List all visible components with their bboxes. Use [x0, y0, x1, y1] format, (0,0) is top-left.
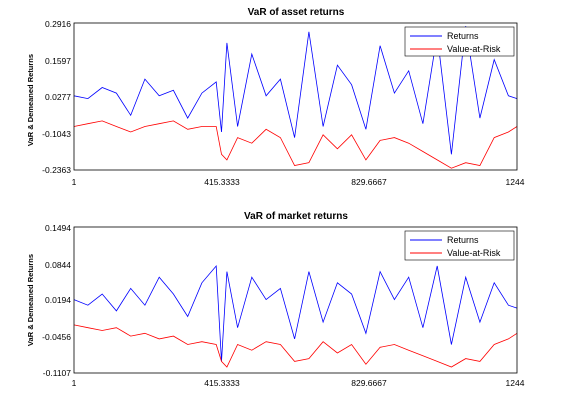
x-tick-label: 829.6667 — [351, 378, 387, 388]
x-tick-label: 415.3333 — [204, 177, 240, 187]
chart-title: VaR of market returns — [244, 211, 348, 222]
axes-frame — [73, 226, 518, 374]
plot-area — [73, 26, 518, 169]
y-axis-label: VaR & Demeaned Returns — [26, 254, 35, 346]
x-tick-label: 1 — [72, 177, 77, 187]
y-tick-label: 0.0844 — [45, 260, 71, 270]
legend-entry: Returns — [447, 31, 479, 41]
chart-title: VaR of asset returns — [248, 7, 345, 18]
y-tick-label: 0.1597 — [45, 56, 71, 66]
y-tick-label: -0.2363 — [42, 165, 71, 175]
y-axis-label: VaR & Demeaned Returns — [26, 54, 35, 146]
x-tick-label: 1244 — [506, 378, 525, 388]
x-tick-label: 1244 — [506, 177, 525, 187]
tick-labels: 0.2916 0.1597 0.0277 -0.1043 -0.2363 1 4… — [42, 19, 525, 187]
y-tick-label: 0.2916 — [45, 19, 71, 29]
market-returns-chart: VaR of market returns VaR & Demeaned Ret… — [26, 211, 525, 388]
y-tick-label: 0.0277 — [45, 92, 71, 102]
legend: Returns Value-at-Risk — [404, 26, 515, 57]
series-line-returns — [73, 26, 518, 155]
y-tick-label: 0.1494 — [45, 223, 71, 233]
asset-returns-chart: VaR of asset returns VaR & Demeaned Retu… — [26, 7, 525, 187]
legend-box — [404, 230, 515, 261]
y-tick-label: -0.0456 — [42, 332, 71, 342]
y-tick-label: -0.1043 — [42, 129, 71, 139]
legend: Returns Value-at-Risk — [404, 230, 515, 261]
x-tick-label: 415.3333 — [204, 378, 240, 388]
series-line-value-at-risk — [73, 120, 518, 169]
plot-area — [73, 264, 518, 368]
axes-frame — [73, 22, 518, 171]
legend-entry: Returns — [447, 235, 479, 245]
x-tick-label: 1 — [72, 378, 77, 388]
legend-entry: Value-at-Risk — [447, 44, 501, 54]
y-tick-label: -0.1107 — [43, 368, 71, 378]
legend-entry: Value-at-Risk — [447, 248, 501, 258]
tick-labels: 0.1494 0.0844 0.0194 -0.0456 -0.1107 1 4… — [42, 223, 525, 388]
series-line-returns — [73, 264, 518, 362]
legend-box — [404, 26, 515, 57]
x-tick-label: 829.6667 — [351, 177, 387, 187]
series-line-value-at-risk — [73, 324, 518, 368]
y-tick-label: 0.0194 — [45, 295, 71, 305]
